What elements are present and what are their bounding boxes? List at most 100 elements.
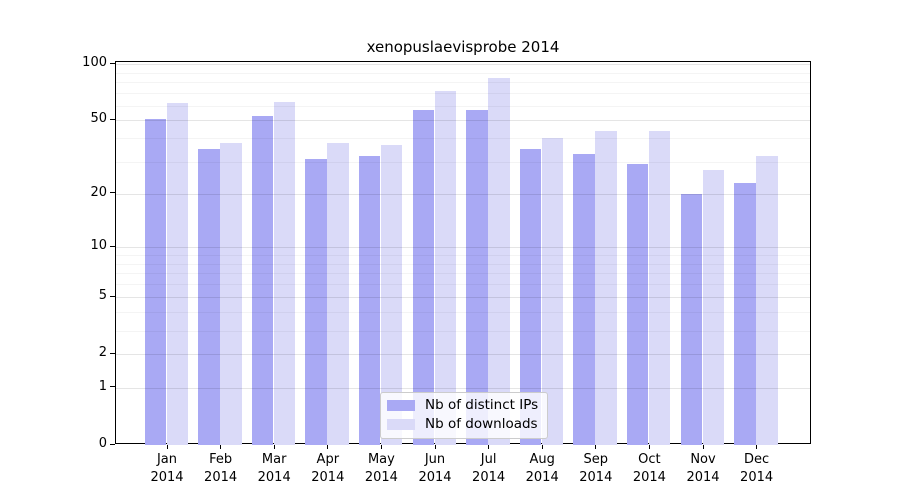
y-tick-5 xyxy=(110,295,115,297)
bar-nb-of-distinct-ips-feb-2014 xyxy=(198,149,220,445)
x-tick-label-jan-2014: Jan 2014 xyxy=(137,451,197,486)
x-tick-label-line: 2014 xyxy=(150,469,184,485)
x-tick-label-line: Apr xyxy=(316,452,340,467)
x-tick-label-line: 2014 xyxy=(311,469,345,485)
x-tick-feb-2014 xyxy=(220,444,222,449)
gridline-minor xyxy=(116,161,810,163)
bar-nb-of-downloads-mar-2014 xyxy=(273,101,296,445)
x-tick-label-line: 2014 xyxy=(257,469,291,485)
x-tick-label-line: Jul xyxy=(480,452,497,467)
gridline-major xyxy=(116,247,810,249)
gridline-major xyxy=(116,120,810,122)
gridline-minor xyxy=(116,82,810,84)
bar-nb-of-downloads-aug-2014 xyxy=(541,138,564,445)
x-tick-label-line: 2014 xyxy=(364,469,398,485)
gridline-minor xyxy=(116,138,810,140)
x-tick-label-line: 2014 xyxy=(418,469,452,485)
x-tick-label-line: 2014 xyxy=(472,469,506,485)
gridline-major xyxy=(116,64,810,65)
x-tick-label-line: May xyxy=(367,452,395,467)
x-tick-aug-2014 xyxy=(541,444,543,449)
x-tick-label-line: Sep xyxy=(583,452,609,467)
bar-nb-of-downloads-sep-2014 xyxy=(595,130,617,445)
x-tick-label-line: 2014 xyxy=(686,469,720,485)
bar-nb-of-distinct-ips-jun-2014 xyxy=(412,109,434,445)
gridline-minor xyxy=(116,72,810,74)
x-tick-label-line: 2014 xyxy=(740,469,774,485)
x-tick-label-line: 2014 xyxy=(204,469,238,485)
x-tick-label-dec-2014: Dec 2014 xyxy=(727,451,787,486)
bar-nb-of-distinct-ips-aug-2014 xyxy=(519,149,542,445)
x-tick-oct-2014 xyxy=(648,444,651,449)
x-tick-label-line: Nov xyxy=(690,452,716,467)
x-tick-label-nov-2014: Nov 2014 xyxy=(673,451,733,486)
bar-nb-of-downloads-jan-2014 xyxy=(166,102,188,445)
x-tick-may-2014 xyxy=(380,444,383,449)
x-tick-label-jul-2014: Jul 2014 xyxy=(459,451,519,486)
legend-swatch-distinct-ips xyxy=(387,400,415,411)
y-tick-label-10: 10 xyxy=(90,238,107,254)
gridline-major xyxy=(116,387,810,389)
y-tick-label-1: 1 xyxy=(98,378,107,394)
y-tick-label-2: 2 xyxy=(98,345,107,361)
y-tick-50 xyxy=(110,118,115,121)
x-tick-label-line: Oct xyxy=(638,452,661,467)
plot-area xyxy=(115,61,811,445)
y-tick-label-20: 20 xyxy=(90,184,107,200)
x-tick-dec-2014 xyxy=(756,444,758,449)
x-tick-label-jun-2014: Jun 2014 xyxy=(405,451,465,486)
x-tick-label-line: 2014 xyxy=(525,469,559,485)
x-tick-mar-2014 xyxy=(273,444,275,449)
gridline-minor xyxy=(116,284,810,286)
x-tick-label-mar-2014: Mar 2014 xyxy=(244,451,304,486)
gridline-minor xyxy=(116,93,810,95)
legend-swatch-downloads xyxy=(387,419,415,430)
bar-nb-of-distinct-ips-oct-2014 xyxy=(626,164,649,445)
bar-nb-of-distinct-ips-apr-2014 xyxy=(305,158,327,445)
bar-nb-of-downloads-may-2014 xyxy=(380,144,403,445)
legend-label-distinct-ips: Nb of distinct IPs xyxy=(425,397,539,413)
x-tick-apr-2014 xyxy=(327,444,329,449)
x-tick-jul-2014 xyxy=(488,444,490,449)
x-tick-jun-2014 xyxy=(434,444,436,449)
x-tick-jan-2014 xyxy=(166,444,168,449)
bar-nb-of-distinct-ips-nov-2014 xyxy=(680,193,702,445)
bar-nb-of-downloads-nov-2014 xyxy=(702,169,724,445)
bar-nb-of-downloads-dec-2014 xyxy=(756,156,778,445)
gridline-major xyxy=(116,354,810,356)
x-tick-sep-2014 xyxy=(595,444,597,449)
gridline-minor xyxy=(116,330,810,332)
y-tick-1 xyxy=(110,386,115,388)
bar-nb-of-downloads-apr-2014 xyxy=(327,142,349,445)
bar-nb-of-distinct-ips-jan-2014 xyxy=(144,118,166,445)
x-tick-label-line: Feb xyxy=(209,452,233,467)
gridline-minor xyxy=(116,263,810,265)
bar-nb-of-downloads-jul-2014 xyxy=(488,78,510,445)
gridline-minor xyxy=(116,273,810,275)
x-tick-label-line: Jan xyxy=(156,452,178,467)
gridline-minor xyxy=(116,312,810,314)
bar-nb-of-distinct-ips-dec-2014 xyxy=(734,182,756,445)
gridline-major xyxy=(116,297,810,299)
x-tick-label-line: Aug xyxy=(529,452,555,467)
bar-nb-of-downloads-jun-2014 xyxy=(434,90,456,445)
gridline-minor xyxy=(116,254,810,256)
y-tick-label-5: 5 xyxy=(98,288,107,304)
legend: Nb of distinct IPs Nb of downloads xyxy=(380,392,549,439)
x-tick-label-line: 2014 xyxy=(579,469,613,485)
bar-nb-of-distinct-ips-may-2014 xyxy=(358,156,381,445)
y-tick-label-0: 0 xyxy=(98,436,107,451)
bar-nb-of-downloads-oct-2014 xyxy=(648,130,671,445)
x-tick-label-line: Mar xyxy=(261,452,287,467)
gridline-major xyxy=(116,193,810,195)
x-tick-label-oct-2014: Oct 2014 xyxy=(619,451,679,486)
legend-item-downloads: Nb of downloads xyxy=(387,417,538,432)
bar-nb-of-downloads-feb-2014 xyxy=(220,142,242,445)
bar-nb-of-distinct-ips-sep-2014 xyxy=(573,153,595,445)
y-tick-100 xyxy=(110,62,115,64)
x-tick-label-apr-2014: Apr 2014 xyxy=(298,451,358,486)
y-tick-2 xyxy=(110,352,115,354)
x-tick-label-feb-2014: Feb 2014 xyxy=(191,451,251,486)
x-tick-label-aug-2014: Aug 2014 xyxy=(512,451,572,486)
